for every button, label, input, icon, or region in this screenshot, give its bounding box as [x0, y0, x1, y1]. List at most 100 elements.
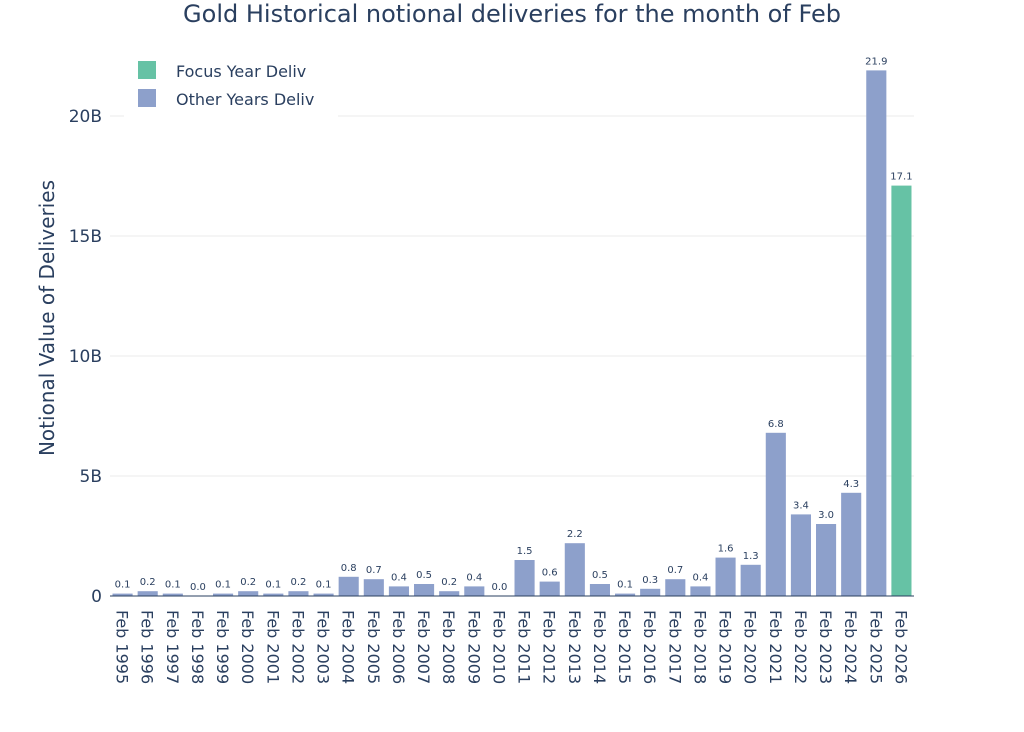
x-tick-label: Feb 2008	[439, 610, 458, 684]
x-tick-label: Feb 2001	[263, 610, 282, 684]
bar-other[interactable]	[640, 588, 661, 596]
bar-other[interactable]	[564, 543, 585, 596]
data-label: 0.0	[190, 582, 206, 593]
gridlines	[110, 115, 914, 477]
data-label: 21.9	[865, 56, 887, 67]
data-label: 0.3	[642, 575, 658, 586]
x-tick-label: Feb 2016	[640, 610, 659, 684]
x-tick-label: Feb 1996	[138, 610, 157, 684]
bar-other[interactable]	[539, 581, 560, 596]
x-tick-label: Feb 2024	[841, 610, 860, 684]
data-label: 17.1	[890, 172, 912, 183]
data-label: 0.2	[441, 577, 457, 588]
bar-other[interactable]	[137, 591, 158, 596]
data-label: 0.4	[466, 572, 482, 583]
y-ticks: 0 5B 10B 15B 20B	[69, 107, 102, 607]
data-label: 0.2	[290, 577, 306, 588]
x-tick-label: Feb 2020	[741, 610, 760, 684]
x-tick-label: Feb 2019	[716, 610, 735, 684]
data-label: 0.5	[416, 570, 432, 581]
bar-focus[interactable]	[891, 185, 912, 596]
data-label: 2.2	[567, 529, 583, 540]
x-tick-label: Feb 2015	[615, 610, 634, 684]
bar-other[interactable]	[765, 432, 786, 596]
x-tick-label: Feb 1997	[163, 610, 182, 684]
legend-bg	[124, 52, 338, 118]
data-label: 0.7	[667, 565, 683, 576]
bars	[112, 70, 912, 596]
data-label: 1.6	[718, 544, 734, 555]
x-tick-label: Feb 2002	[288, 610, 307, 684]
x-tick-label: Feb 2018	[690, 610, 709, 684]
x-tick-label: Feb 2017	[665, 610, 684, 684]
x-tick-label: Feb 2006	[389, 610, 408, 684]
legend-label-focus[interactable]: Focus Year Deliv	[176, 62, 306, 81]
data-label: 0.1	[265, 580, 281, 591]
data-label: 0.4	[391, 572, 407, 583]
bar-other[interactable]	[866, 70, 887, 596]
bar-other[interactable]	[388, 586, 409, 596]
y-tick-label: 10B	[69, 347, 102, 367]
y-tick-label: 5B	[80, 467, 102, 487]
bar-other[interactable]	[665, 579, 686, 596]
bar-other[interactable]	[514, 560, 535, 596]
data-label: 0.8	[341, 563, 357, 574]
bar-other[interactable]	[816, 524, 837, 596]
x-tick-label: Feb 2004	[339, 610, 358, 684]
bar-other[interactable]	[715, 557, 736, 596]
y-tick-label: 15B	[69, 227, 102, 247]
data-label: 0.0	[491, 582, 507, 593]
x-tick-label: Feb 1995	[113, 610, 132, 684]
x-tick-label: Feb 2013	[565, 610, 584, 684]
data-label: 0.6	[542, 568, 558, 579]
x-ticks: Feb 1995 Feb 1996 Feb 1997 Feb 1998 Feb 1999…	[113, 610, 911, 684]
x-tick-label: Feb 2009	[464, 610, 483, 684]
bar-other[interactable]	[790, 514, 811, 596]
legend-label-other[interactable]: Other Years Deliv	[176, 90, 314, 109]
bar-other[interactable]	[439, 591, 460, 596]
x-tick-label: Feb 2012	[540, 610, 559, 684]
x-tick-label: Feb 2007	[414, 610, 433, 684]
data-label: 1.3	[743, 551, 759, 562]
data-label: 0.2	[140, 577, 156, 588]
data-label: 0.1	[617, 580, 633, 591]
bar-other[interactable]	[238, 591, 259, 596]
data-label: 0.1	[215, 580, 231, 591]
x-tick-label: Feb 2023	[816, 610, 835, 684]
bar-other[interactable]	[615, 593, 636, 596]
data-label: 3.0	[818, 510, 834, 521]
bar-other[interactable]	[363, 579, 384, 596]
x-tick-label: Feb 2010	[489, 610, 508, 684]
y-tick-label: 20B	[69, 107, 102, 127]
bar-other[interactable]	[288, 591, 309, 596]
x-tick-label: Feb 2003	[314, 610, 333, 684]
x-tick-label: Feb 2021	[766, 610, 785, 684]
bar-other[interactable]	[589, 584, 610, 596]
bar-other[interactable]	[464, 586, 485, 596]
data-label: 0.1	[316, 580, 332, 591]
x-tick-label: Feb 1998	[188, 610, 207, 684]
legend-swatch-other[interactable]	[138, 89, 156, 107]
bar-other[interactable]	[338, 576, 359, 596]
bar-other[interactable]	[213, 593, 234, 596]
bar-other[interactable]	[313, 593, 334, 596]
data-label: 1.5	[517, 546, 533, 557]
bar-other[interactable]	[690, 586, 711, 596]
data-label: 3.4	[793, 500, 809, 511]
bar-other[interactable]	[112, 593, 133, 596]
data-label: 0.5	[592, 570, 608, 581]
y-axis-label: Notional Value of Deliveries	[35, 180, 59, 456]
bar-other[interactable]	[162, 593, 183, 596]
legend-swatch-focus[interactable]	[138, 61, 156, 79]
x-tick-label: Feb 2022	[791, 610, 810, 684]
data-label: 0.1	[115, 580, 131, 591]
legend[interactable]: Focus Year Deliv Other Years Deliv	[124, 52, 338, 118]
bar-other[interactable]	[841, 492, 862, 596]
data-label: 0.7	[366, 565, 382, 576]
bar-other[interactable]	[414, 584, 435, 596]
bar-other[interactable]	[263, 593, 284, 596]
data-label: 0.2	[240, 577, 256, 588]
x-tick-label: Feb 2025	[866, 610, 885, 684]
bar-other[interactable]	[740, 564, 761, 596]
